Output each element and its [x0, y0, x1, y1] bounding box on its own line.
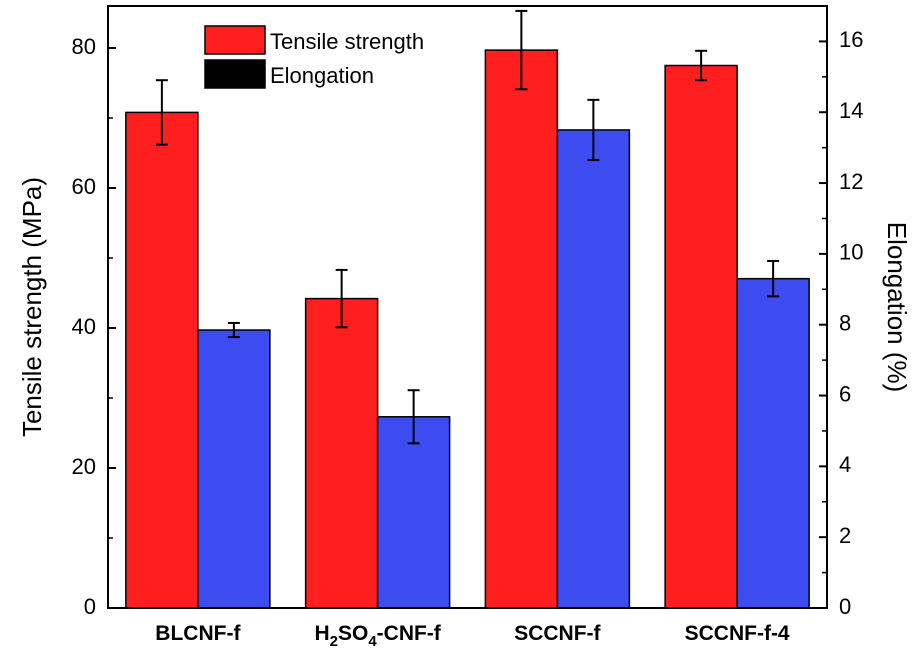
bar-elongation-2 — [556, 129, 631, 609]
bar-elongation-3 — [736, 277, 810, 609]
right-tick-label-0: 0 — [839, 594, 851, 619]
bar-tensile-strength-1 — [304, 297, 379, 609]
bars-layer — [125, 49, 810, 609]
bar-elongation-1 — [376, 416, 451, 609]
error-bar-tensile-strength-3 — [695, 49, 708, 82]
bar-tensile-strength-3 — [664, 64, 738, 609]
right-axis-title: Elongation (%) — [882, 222, 912, 393]
legend: Tensile strength Elongation — [204, 25, 424, 89]
legend-swatch-tensile-strength — [204, 25, 266, 55]
legend-label-elongation: Elongation — [270, 63, 374, 88]
category-labels: BLCNF-f H2SO4-CNF-f SCCNF-f SCCNF-f-4 — [155, 622, 790, 650]
error-bar-tensile-strength-0 — [155, 79, 168, 146]
left-axis-title: Tensile strength (MPa) — [17, 177, 47, 437]
legend-swatch-elongation — [204, 59, 266, 89]
left-tick-label-0: 0 — [84, 594, 96, 619]
category-label-1: H2SO4-CNF-f — [314, 622, 441, 650]
bar-tensile-strength-0 — [125, 111, 199, 609]
right-tick-label-5: 10 — [839, 240, 863, 265]
plot-frame — [107, 5, 828, 609]
left-tick-label-4: 80 — [72, 34, 96, 59]
bar-tensile-strength-2 — [484, 49, 559, 609]
category-label-0: BLCNF-f — [155, 622, 241, 645]
left-axis: 0 20 40 60 80 — [72, 34, 116, 619]
left-tick-label-2: 40 — [72, 314, 96, 339]
right-tick-label-6: 12 — [839, 169, 863, 194]
bar-elongation-0 — [197, 329, 271, 609]
error-bar-elongation-2 — [587, 98, 600, 162]
right-tick-label-3: 6 — [839, 381, 851, 406]
legend-label-tensile-strength: Tensile strength — [270, 29, 424, 54]
error-bar-tensile-strength-1 — [335, 268, 348, 329]
left-tick-label-1: 20 — [72, 454, 96, 479]
error-bar-elongation-3 — [767, 259, 780, 298]
error-bar-elongation-1 — [407, 389, 420, 445]
right-tick-label-7: 14 — [839, 98, 863, 123]
right-tick-label-4: 8 — [839, 311, 851, 336]
right-tick-label-1: 2 — [839, 523, 851, 548]
left-tick-label-3: 60 — [72, 174, 96, 199]
category-label-2: SCCNF-f — [514, 622, 601, 645]
right-tick-label-8: 16 — [839, 27, 863, 52]
right-tick-label-2: 4 — [839, 452, 851, 477]
error-bar-elongation-0 — [227, 321, 240, 339]
error-bar-tensile-strength-2 — [515, 9, 528, 91]
error-bars-layer — [155, 9, 780, 445]
category-label-3: SCCNF-f-4 — [685, 622, 790, 645]
